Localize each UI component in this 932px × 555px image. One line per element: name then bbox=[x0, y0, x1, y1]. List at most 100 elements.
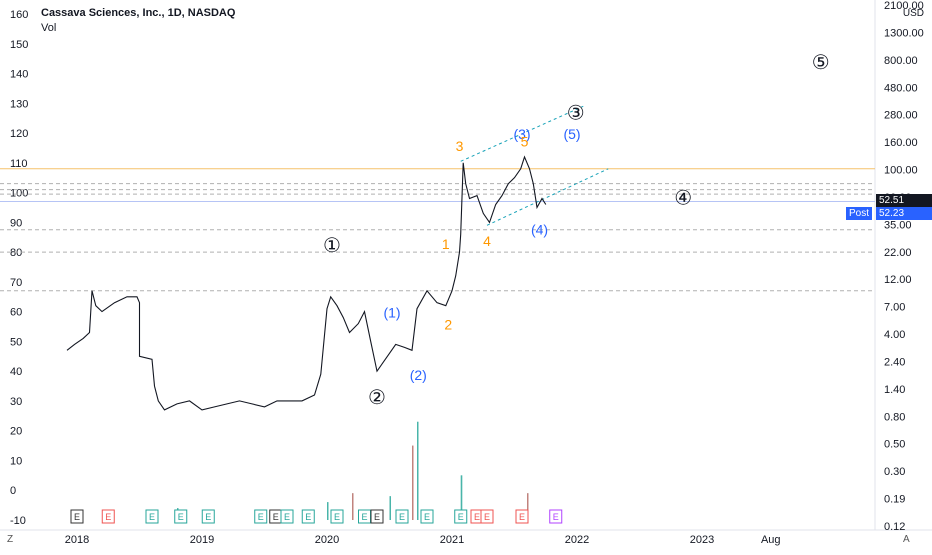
last-price-tag: 52.51 bbox=[876, 194, 932, 207]
right-axis-tick-label: 160.00 bbox=[884, 137, 918, 149]
right-axis-tick-label: 4.00 bbox=[884, 329, 905, 341]
volume-bar bbox=[352, 493, 354, 520]
right-axis-tick-label: 2100.00 bbox=[884, 0, 924, 12]
wave-label: ② bbox=[368, 387, 386, 409]
left-axis-tick-label: 160 bbox=[10, 9, 28, 21]
earnings-marker bbox=[480, 509, 494, 524]
volume-bar bbox=[527, 493, 529, 520]
right-axis-tick-label: 0.80 bbox=[884, 411, 905, 423]
earnings-marker-letter: E bbox=[361, 512, 367, 522]
earnings-marker bbox=[454, 509, 468, 524]
right-axis-tick-label: 2.40 bbox=[884, 356, 905, 368]
earnings-marker bbox=[70, 509, 84, 524]
earnings-marker-letter: E bbox=[305, 512, 311, 522]
wave-label: ④ bbox=[674, 187, 692, 209]
earnings-marker bbox=[145, 509, 159, 524]
earnings-marker bbox=[101, 509, 115, 524]
x-axis-tick-label: 2021 bbox=[440, 534, 464, 546]
volume-bar bbox=[460, 475, 463, 520]
left-axis-tick-label: 110 bbox=[10, 158, 28, 170]
left-axis-tick-label: 80 bbox=[10, 247, 22, 259]
earnings-marker-letter: E bbox=[474, 512, 480, 522]
right-axis-tick-label: 0.50 bbox=[884, 439, 905, 451]
right-axis-tick-label: 1.40 bbox=[884, 384, 905, 396]
x-axis-tick-label: 2020 bbox=[315, 534, 339, 546]
earnings-marker bbox=[280, 509, 294, 524]
right-axis-tick-label: 100.00 bbox=[884, 165, 918, 177]
earnings-marker-letter: E bbox=[334, 512, 340, 522]
earnings-marker-letter: E bbox=[519, 512, 525, 522]
channel-line bbox=[460, 105, 584, 162]
volume-bar bbox=[412, 445, 414, 520]
left-axis-tick-label: 70 bbox=[10, 277, 22, 289]
earnings-marker-letter: E bbox=[399, 512, 405, 522]
earnings-marker-letter: E bbox=[553, 512, 559, 522]
left-axis-tick-label: 100 bbox=[10, 188, 28, 200]
right-axis-tick-label: 35.00 bbox=[884, 219, 912, 231]
earnings-marker-letter: E bbox=[273, 512, 279, 522]
wave-label: (3) bbox=[513, 126, 530, 142]
wave-label: (2) bbox=[410, 367, 427, 383]
currency-unit: USD bbox=[902, 8, 924, 19]
left-axis-tick-label: 60 bbox=[10, 307, 22, 319]
x-axis-tick-label: 2018 bbox=[65, 534, 89, 546]
symbol-title: Cassava Sciences, Inc., 1D, NASDAQ bbox=[41, 7, 236, 19]
wave-label: (5) bbox=[563, 126, 580, 142]
earnings-marker-letter: E bbox=[424, 512, 430, 522]
right-axis-tick-label: 12.00 bbox=[884, 274, 912, 286]
wave-label: 4 bbox=[483, 233, 491, 249]
left-axis-tick-label: 10 bbox=[10, 455, 22, 467]
right-axis-tick-label: 800.00 bbox=[884, 55, 918, 67]
earnings-marker-letter: E bbox=[258, 512, 264, 522]
x-axis-tick-label: 2019 bbox=[190, 534, 214, 546]
right-axis-tick-label: 280.00 bbox=[884, 110, 918, 122]
earnings-marker-letter: E bbox=[205, 512, 211, 522]
right-axis-tick-label: 22.00 bbox=[884, 247, 912, 259]
right-axis-tick-label: 0.19 bbox=[884, 494, 905, 506]
right-axis-tick-label: 0.12 bbox=[884, 521, 905, 533]
channel-line bbox=[486, 168, 609, 226]
left-axis-tick-label: 90 bbox=[10, 217, 22, 229]
volume-legend-label: Vol bbox=[41, 22, 57, 34]
earnings-marker bbox=[370, 509, 384, 524]
post-market-price: 52.23 bbox=[876, 207, 932, 220]
earnings-marker bbox=[420, 509, 434, 524]
earnings-marker bbox=[254, 509, 268, 524]
x-axis-tick-label: 2022 bbox=[565, 534, 589, 546]
volume-bar bbox=[417, 421, 419, 520]
left-axis-tick-label: 120 bbox=[10, 128, 28, 140]
auto-scale-button[interactable]: A bbox=[903, 534, 910, 545]
earnings-marker bbox=[330, 509, 344, 524]
wave-label: 5 bbox=[521, 133, 529, 149]
earnings-marker bbox=[395, 509, 409, 524]
right-axis-tick-label: 7.00 bbox=[884, 302, 905, 314]
wave-label: (4) bbox=[531, 221, 548, 237]
wave-label: ① bbox=[323, 235, 341, 257]
left-axis-tick-label: 40 bbox=[10, 366, 22, 378]
earnings-marker-letter: E bbox=[149, 512, 155, 522]
wave-label: ⑤ bbox=[812, 52, 830, 74]
left-axis-tick-label: 30 bbox=[10, 396, 22, 408]
right-axis-tick-label: 480.00 bbox=[884, 82, 918, 94]
left-axis-tick-label: 50 bbox=[10, 336, 22, 348]
volume-bar bbox=[327, 502, 329, 520]
earnings-marker bbox=[515, 509, 529, 524]
left-axis-tick-label: 20 bbox=[10, 426, 22, 438]
wave-label: 3 bbox=[456, 138, 464, 154]
earnings-marker bbox=[301, 509, 315, 524]
earnings-marker-letter: E bbox=[484, 512, 490, 522]
earnings-marker-letter: E bbox=[105, 512, 111, 522]
left-axis-tick-label: 140 bbox=[10, 69, 28, 81]
left-axis-tick-label: 0 bbox=[10, 485, 16, 497]
wave-label: ③ bbox=[567, 103, 585, 125]
x-axis-tick-label: 2023 bbox=[690, 534, 714, 546]
left-axis-tick-label: 150 bbox=[10, 39, 28, 51]
wave-label: 2 bbox=[444, 317, 452, 333]
earnings-marker-letter: E bbox=[374, 512, 380, 522]
right-axis-tick-label: 1300.00 bbox=[884, 27, 924, 39]
timezone-button[interactable]: Z bbox=[7, 534, 14, 545]
earnings-marker-letter: E bbox=[458, 512, 464, 522]
earnings-marker bbox=[549, 509, 563, 524]
